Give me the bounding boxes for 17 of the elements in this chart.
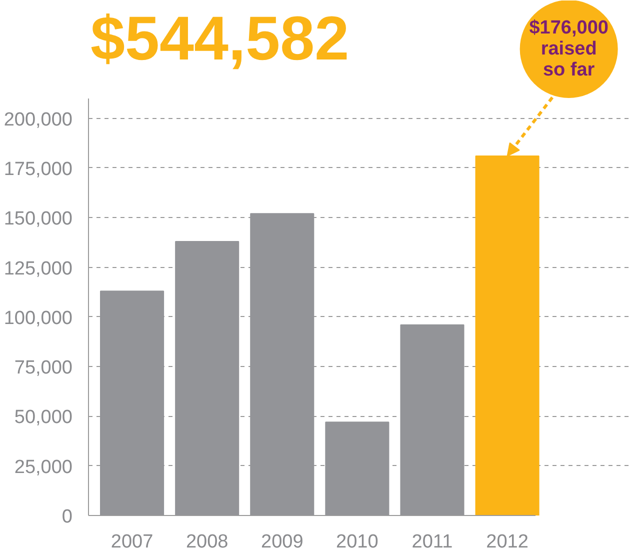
y-tick-label: 50,000	[14, 407, 73, 428]
x-tick-label: 2007	[110, 532, 154, 550]
y-tick-label: 125,000	[4, 258, 73, 280]
x-tick-label: 2012	[486, 532, 528, 550]
chart-title: $544,582	[90, 4, 350, 74]
y-tick-label: 200,000	[4, 109, 73, 130]
y-tick-label: 175,000	[4, 158, 73, 180]
y-tick-label: 150,000	[4, 208, 73, 230]
y-tick-label: 100,000	[4, 308, 73, 329]
x-tick-label: 2009	[261, 532, 304, 550]
x-tick-label: 2008	[186, 532, 228, 550]
x-tick-label: 2011	[412, 532, 453, 550]
y-tick-label: 0	[62, 506, 73, 528]
y-tick-label: 75,000	[14, 358, 73, 379]
x-tick-label: 2010	[336, 532, 378, 550]
annotation: $176,000 raised so far	[529, 17, 608, 80]
y-tick-label: 25,000	[14, 456, 73, 478]
